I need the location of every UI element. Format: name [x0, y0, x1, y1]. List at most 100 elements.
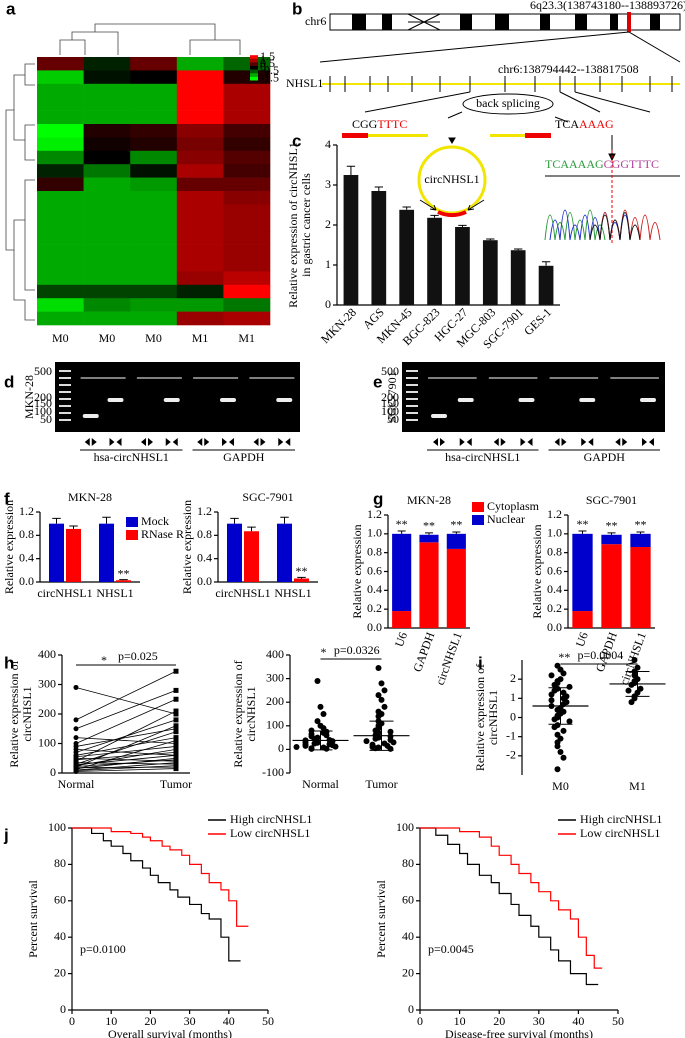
y-tick-label: 0.6	[547, 563, 562, 577]
y-tick-label: 40	[54, 929, 66, 943]
heatmap-cell	[176, 271, 224, 286]
y-axis-label: Percent survival	[26, 880, 40, 958]
point	[173, 717, 179, 723]
colorbar-label: -0.5	[260, 63, 279, 77]
y-tick-label: 0.6	[367, 563, 382, 577]
sd-bar	[369, 720, 394, 751]
annotation: **	[577, 517, 589, 531]
y-tick-label: 1.0	[367, 526, 382, 540]
dna-band	[457, 398, 474, 402]
size-label: 200	[34, 390, 52, 404]
pair-line	[75, 746, 177, 758]
target-label: hsa-circNHSL1	[445, 450, 520, 464]
pair-line	[75, 690, 177, 730]
point	[73, 769, 79, 775]
point	[548, 672, 555, 679]
heatmap-cell	[130, 97, 178, 111]
error-bar	[346, 165, 356, 175]
legend-swatch	[472, 502, 484, 512]
bar	[455, 227, 470, 305]
y-tick-label: 100	[38, 735, 56, 749]
panel-label: j	[3, 825, 9, 844]
error-bar	[374, 186, 383, 191]
x-tick-label: circNHSL1	[37, 586, 92, 600]
y-tick-label: 20	[54, 965, 66, 979]
heatmap-cell	[130, 298, 178, 312]
point	[560, 670, 567, 677]
error-bar	[486, 238, 495, 241]
y-tick-label: 80	[402, 856, 414, 870]
y-tick-label: -2	[506, 748, 516, 762]
heatmap-cell	[176, 83, 224, 98]
colorbar-cell	[250, 69, 258, 74]
heatmap-cell	[176, 57, 224, 71]
heatmap-cell	[176, 70, 224, 85]
y-axis-label: circNHSL1	[244, 686, 258, 741]
heatmap-cell	[37, 204, 84, 219]
y-tick-label: 2	[325, 217, 331, 231]
ladder-band	[406, 419, 418, 421]
x-tick-label: 0	[69, 1014, 75, 1028]
heatmap-cell	[83, 217, 131, 232]
bar	[538, 265, 554, 305]
point	[173, 696, 179, 702]
legend-swatch	[126, 517, 138, 527]
heatmap-cell	[223, 124, 271, 138]
heatmap-cell	[130, 191, 178, 205]
ideogram	[319, 12, 681, 63]
junction-part: TCAAAAG	[545, 157, 604, 171]
dna-band	[276, 398, 293, 402]
y-tick-label: 300	[38, 676, 56, 690]
chart-title: SGC-7901	[586, 493, 637, 507]
ladder-band	[406, 391, 418, 393]
lane-label: gDNA	[256, 362, 288, 376]
y-tick-label: 0	[510, 709, 516, 723]
y-tick-label: 0	[50, 765, 56, 779]
ladder-band	[406, 412, 418, 414]
survival-curve	[72, 827, 241, 962]
dna-band	[431, 414, 448, 418]
heatmap-cell	[37, 137, 84, 152]
y-axis-label: Relative expression of circNHSL1	[286, 142, 300, 308]
heatmap-cell	[223, 97, 271, 111]
heatmap-cell	[37, 97, 84, 111]
size-label: 150	[381, 396, 399, 410]
heatmap-cell	[130, 284, 178, 299]
colorbar-cell	[250, 66, 258, 70]
x-tick-label: 10	[105, 1014, 117, 1028]
gel-cell: MKN-28	[22, 375, 36, 419]
heatmap-cell	[37, 164, 84, 178]
bar	[427, 217, 442, 305]
ladder-band	[59, 384, 71, 386]
heatmap-cell	[223, 204, 271, 219]
x-tick-label: Tumor	[160, 777, 192, 791]
heatmap-cell	[130, 124, 178, 138]
gel-cell: SGC-7901	[385, 371, 399, 422]
y-axis-label: in gastric cancer cells	[299, 173, 313, 277]
sd-bar	[548, 687, 573, 725]
primer-arrows	[520, 438, 533, 446]
point	[173, 668, 179, 674]
point	[73, 735, 79, 741]
point	[173, 763, 179, 769]
ladder-band	[59, 419, 71, 421]
error-bar	[397, 530, 406, 534]
bar	[399, 209, 415, 305]
heatmap-cell	[223, 70, 271, 85]
point	[173, 723, 179, 729]
colorbar-label: 0	[260, 60, 266, 74]
legend-label: Nuclear	[487, 512, 525, 526]
heatmap-cell	[83, 204, 131, 219]
y-tick-label: 1.0	[547, 526, 562, 540]
error-bar	[578, 530, 587, 534]
y-tick-label: 60	[54, 893, 66, 907]
sequence-part: CGG	[352, 117, 378, 131]
p-value: p=0.025	[118, 649, 158, 663]
y-tick-label: 20	[402, 965, 414, 979]
y-tick-label: 400	[38, 647, 56, 661]
y-tick-label: 0.4	[367, 582, 382, 596]
point	[557, 749, 564, 755]
heatmap-cell	[176, 97, 224, 111]
heatmap-cell	[37, 110, 84, 125]
heatmap-cell	[176, 244, 224, 259]
